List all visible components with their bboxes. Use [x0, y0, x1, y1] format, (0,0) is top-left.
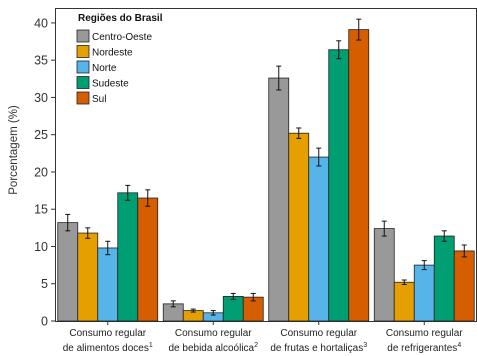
y-tick-label: 40 — [34, 16, 48, 30]
x-tick-label: de refrigerantes4 — [387, 342, 461, 354]
bar — [97, 247, 119, 322]
legend-label: Centro-Oeste — [92, 32, 152, 43]
legend-swatch — [76, 91, 90, 105]
x-tick-label: Consumo regular — [280, 328, 357, 339]
y-tick-label: 35 — [34, 54, 48, 68]
bar — [433, 235, 455, 322]
legend: Regiões do Brasil Centro-Oeste Nordeste No… — [76, 13, 163, 105]
x-tick-label: Consumo regular — [69, 328, 146, 339]
y-tick-label: 20 — [34, 165, 48, 179]
legend-swatch — [76, 29, 90, 43]
bar — [288, 132, 310, 322]
legend-swatch — [76, 45, 90, 58]
x-axis: Consumo regular de alimentos doces1 Consum… — [63, 321, 463, 354]
bar — [453, 250, 475, 322]
bar — [328, 49, 350, 322]
legend-label: Sul — [92, 94, 106, 105]
y-tick-label: 25 — [34, 128, 48, 142]
bar — [268, 77, 290, 322]
y-tick-label: 0 — [41, 315, 48, 329]
y-tick-label: 15 — [34, 203, 48, 217]
y-axis-title: Porcentagem (%) — [8, 105, 20, 195]
x-tick-label: de bebida alcoólica2 — [168, 342, 258, 354]
x-tick-label: de frutas e hortaliças3 — [270, 342, 367, 354]
legend-swatch — [76, 76, 90, 89]
bar — [117, 192, 139, 322]
legend-label: Nordeste — [92, 48, 133, 59]
x-tick-label: Consumo regular — [386, 328, 463, 339]
bar — [308, 156, 330, 322]
y-tick-label: 30 — [34, 91, 48, 105]
bar — [57, 222, 79, 322]
bar — [77, 232, 99, 322]
bar — [393, 281, 415, 322]
bar — [413, 264, 435, 322]
y-tick-label: 5 — [41, 277, 48, 291]
legend-label: Norte — [92, 63, 117, 74]
bar — [222, 296, 244, 322]
x-tick-label: Consumo regular — [175, 328, 252, 339]
x-tick-label: de alimentos doces1 — [63, 342, 153, 354]
plot-panel — [55, 8, 477, 322]
legend-title: Regiões do Brasil — [78, 13, 163, 24]
legend-label: Sudeste — [92, 79, 129, 90]
y-axis: 0 5 10 15 20 25 30 35 40 — [34, 16, 55, 329]
bar — [348, 29, 370, 322]
bar — [137, 197, 159, 322]
y-tick-label: 10 — [34, 240, 48, 254]
bar — [373, 228, 395, 322]
legend-swatch — [76, 60, 90, 74]
